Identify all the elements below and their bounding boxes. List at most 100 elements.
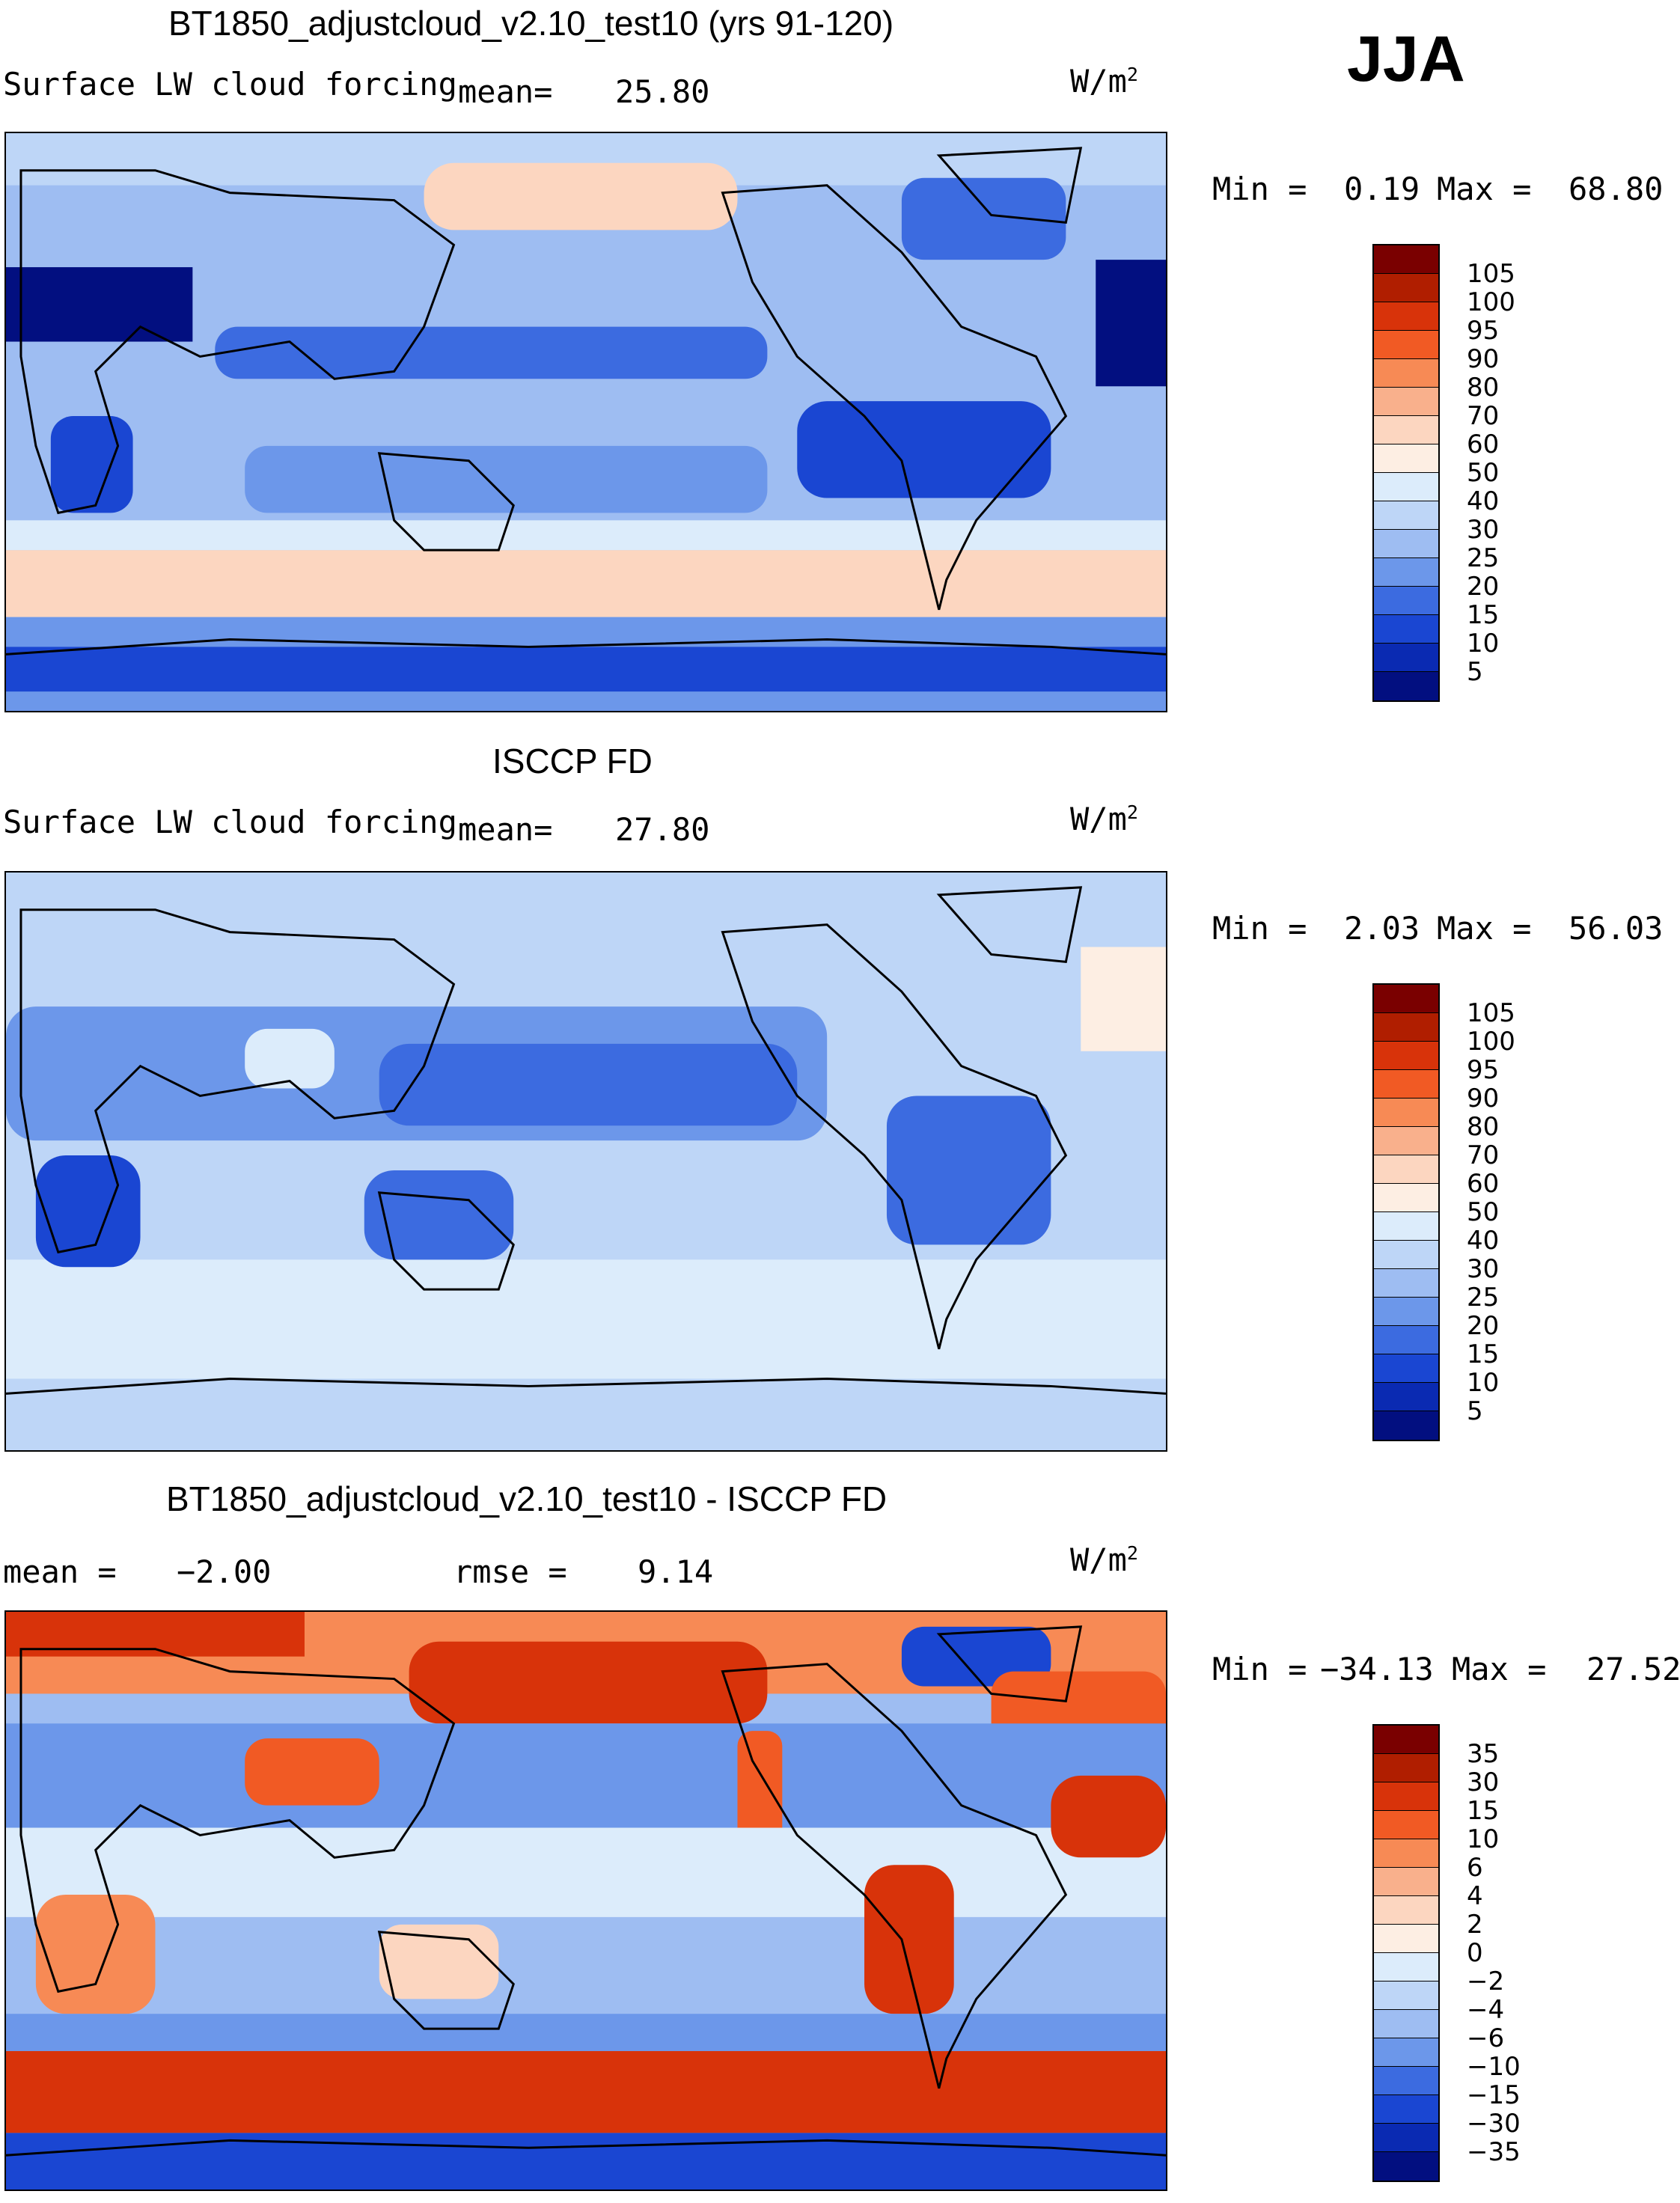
panel1-mean-label: mean= [458,73,553,110]
panel1-max-value: 68.80 [1568,171,1664,207]
colorbar-swatch [1374,2010,1438,2038]
colorbar-swatch [1374,274,1438,302]
colorbar-tick-label: 4 [1467,1881,1483,1911]
colorbar-tick-label: 30 [1467,1254,1500,1284]
panel3-rmse-label: rmse = [453,1553,567,1590]
colorbar-swatch [1374,444,1438,473]
colorbar-tick-label: 50 [1467,1197,1500,1227]
panel1-units: W/m2 [1070,63,1139,100]
colorbar-tick-label: 2 [1467,1910,1483,1940]
colorbar-swatch [1374,473,1438,501]
colorbar-swatch [1374,1241,1438,1269]
colorbar-swatch [1374,388,1438,416]
colorbar-tick-label: 95 [1467,316,1500,346]
colorbar-tick-label: 105 [1467,998,1515,1028]
colorbar-tick-label: −2 [1467,1967,1505,1996]
panel3-mean-label: mean = [3,1553,117,1590]
colorbar-swatch [1374,245,1438,274]
colorbar-swatch [1374,1726,1438,1754]
colorbar-tick-label: 70 [1467,401,1500,431]
panel1-variable: Surface LW cloud forcing [3,66,457,103]
colorbar-swatch [1374,1013,1438,1042]
colorbar-swatch [1374,1896,1438,1925]
panel1-title: BT1850_adjustcloud_v2.10_test10 (yrs 91-… [168,4,894,43]
colorbar-swatch [1374,2038,1438,2067]
panel2-min-label: Min = [1212,910,1307,947]
colorbar-swatch [1374,1411,1438,1440]
panel1-mean-value: 25.80 [615,73,710,110]
panel2-variable: Surface LW cloud forcing [3,804,457,840]
colorbar-swatch [1374,1269,1438,1298]
colorbar-swatch [1374,615,1438,644]
colorbar-swatch [1374,1754,1438,1782]
colorbar-tick-label: 15 [1467,600,1500,630]
colorbar-swatch [1374,644,1438,672]
colorbar-swatch [1374,2067,1438,2095]
colorbar-tick-label: 105 [1467,259,1515,289]
colorbar-tick-label: 60 [1467,430,1500,459]
colorbar-swatch [1374,672,1438,700]
colorbar-swatch [1374,530,1438,558]
season-label: JJA [1347,23,1465,95]
panel2-mean-label: mean= [458,811,553,848]
colorbar-tick-label: 15 [1467,1339,1500,1369]
colorbar-swatch [1374,1839,1438,1868]
colorbar-swatch [1374,1212,1438,1241]
panel3-max-label: Max = [1452,1651,1547,1687]
colorbar-swatch [1374,1953,1438,1982]
panel3-min-value: −34.13 [1320,1651,1434,1687]
colorbar-swatch [1374,416,1438,444]
colorbar-tick-label: 60 [1467,1169,1500,1199]
colorbar-tick-label: 35 [1467,1739,1500,1769]
panel1-colorbar [1372,244,1440,702]
panel1-min-label: Min = [1212,171,1307,207]
colorbar-swatch [1374,1298,1438,1326]
colorbar-swatch [1374,2152,1438,2181]
panel1-map [4,132,1167,712]
colorbar-tick-label: 10 [1467,1368,1500,1398]
colorbar-tick-label: 25 [1467,1283,1500,1313]
panel2-max-label: Max = [1437,910,1532,947]
colorbar-swatch [1374,1383,1438,1411]
colorbar-tick-label: 80 [1467,373,1500,403]
panel3-colorbar [1372,1724,1440,2182]
colorbar-swatch [1374,331,1438,359]
colorbar-tick-label: 15 [1467,1796,1500,1826]
colorbar-swatch [1374,1042,1438,1070]
colorbar-swatch [1374,587,1438,615]
colorbar-swatch [1374,302,1438,331]
panel3-map [4,1610,1167,2191]
panel2-min-value: 2.03 [1344,910,1420,947]
panel3-rmse-value: 9.14 [638,1553,714,1590]
panel3-title: BT1850_adjustcloud_v2.10_test10 - ISCCP … [166,1479,888,1518]
panel2-colorbar [1372,983,1440,1441]
colorbar-tick-label: −10 [1467,2052,1521,2082]
colorbar-swatch [1374,558,1438,587]
colorbar-tick-label: 100 [1467,287,1515,317]
colorbar-swatch [1374,2095,1438,2124]
colorbar-swatch [1374,1326,1438,1354]
panel2-mean-value: 27.80 [615,811,710,848]
colorbar-swatch [1374,1811,1438,1839]
colorbar-tick-label: 90 [1467,1084,1500,1113]
colorbar-tick-label: 5 [1467,657,1483,687]
colorbar-tick-label: 100 [1467,1027,1515,1057]
colorbar-tick-label: 95 [1467,1055,1500,1085]
colorbar-tick-label: 20 [1467,572,1500,602]
colorbar-tick-label: 40 [1467,1226,1500,1256]
colorbar-tick-label: 30 [1467,515,1500,545]
colorbar-tick-label: 0 [1467,1938,1483,1968]
colorbar-tick-label: 40 [1467,486,1500,516]
colorbar-swatch [1374,501,1438,530]
colorbar-swatch [1374,1070,1438,1099]
panel1-min-value: 0.19 [1344,171,1420,207]
colorbar-tick-label: 70 [1467,1140,1500,1170]
colorbar-tick-label: 50 [1467,458,1500,488]
colorbar-tick-label: −15 [1467,2080,1521,2110]
colorbar-tick-label: −6 [1467,2023,1505,2053]
colorbar-tick-label: 10 [1467,1824,1500,1854]
panel3-max-value: 27.52 [1586,1651,1680,1687]
colorbar-swatch [1374,1868,1438,1896]
colorbar-tick-label: −4 [1467,1995,1505,2025]
colorbar-tick-label: 25 [1467,543,1500,573]
